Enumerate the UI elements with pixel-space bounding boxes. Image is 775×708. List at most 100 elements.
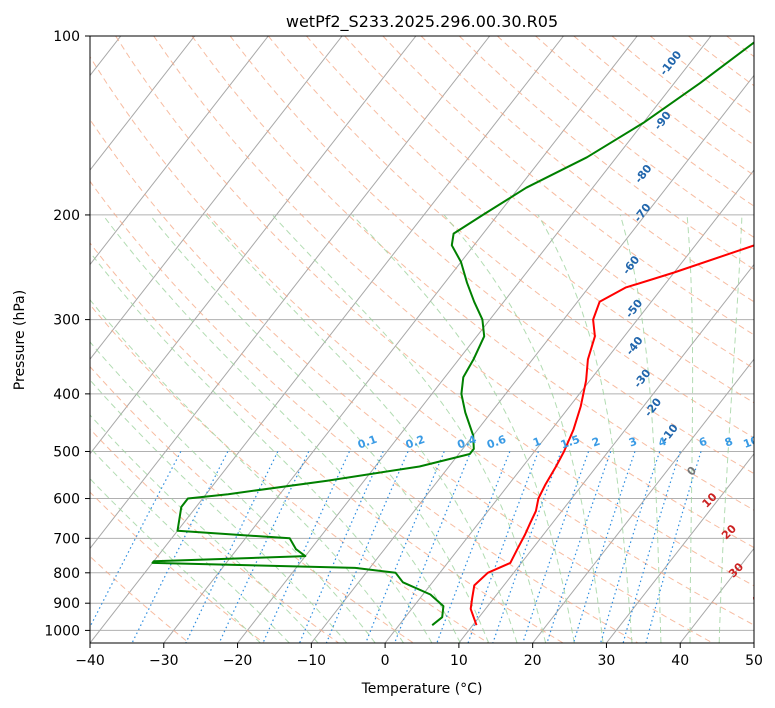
- isotherm-line: [753, 642, 754, 643]
- temperature-profile-line: [469, 244, 754, 626]
- moist-adiabat-line: [718, 214, 743, 643]
- mixing-ratio-label: 1.5: [559, 433, 582, 452]
- dry-adiabat-line: [90, 365, 414, 643]
- moist-adiabat-line: [443, 214, 604, 643]
- mixing-ratio-line: [131, 451, 229, 643]
- x-tick-label: 30: [598, 653, 616, 669]
- x-tick-label: 50: [745, 653, 763, 669]
- background-lines: [90, 36, 775, 643]
- isotherm-line: [90, 36, 269, 266]
- plot-frame: [89, 35, 755, 644]
- dry-adiabat-line: [90, 118, 713, 643]
- y-tick-label: 600: [53, 492, 80, 508]
- y-tick-label: 500: [53, 444, 80, 460]
- x-axis-label: Temperature (°C): [361, 681, 483, 697]
- y-tick-label: 100: [53, 29, 80, 45]
- mixing-ratio-label: 8: [723, 435, 735, 450]
- mixing-ratio-label: 6: [697, 435, 709, 450]
- mixing-ratio-label: 0.1: [356, 433, 379, 452]
- dry-adiabat-line: [306, 36, 754, 404]
- isotherm-line: [163, 36, 638, 643]
- mixing-ratio-label: 3: [627, 435, 639, 450]
- x-tick-label: −20: [223, 653, 253, 669]
- isotherm-line: [90, 36, 491, 550]
- dry-adiabat-line: [90, 55, 754, 626]
- isotherm-line: [458, 263, 754, 643]
- moist-adiabat-line: [205, 214, 518, 643]
- mixing-ratio-line: [522, 451, 590, 643]
- moist-adiabat-line: [90, 299, 404, 643]
- dry-adiabat-line: [90, 555, 190, 643]
- mixing-ratio-line: [90, 451, 182, 629]
- isotherm-line: [237, 36, 712, 643]
- mixing-ratio-label: 1: [531, 435, 543, 450]
- x-tick-label: 40: [671, 653, 689, 669]
- moist-adiabat-line: [90, 447, 290, 643]
- mixing-ratio-line: [394, 451, 472, 643]
- mixing-ratio-label: 10: [742, 433, 761, 451]
- y-tick-label: 1000: [44, 623, 80, 639]
- x-tick-label: −10: [297, 653, 327, 669]
- mixing-ratio-line: [467, 451, 539, 643]
- mixing-ratio-label: 0.4: [456, 433, 479, 452]
- isotherm-line: [532, 358, 754, 643]
- moist-adiabat-line: [272, 214, 547, 643]
- isotherm-line: [90, 36, 195, 171]
- y-tick-label: 700: [53, 531, 80, 547]
- dry-adiabat-line: [267, 36, 754, 439]
- moist-adiabat-line: [90, 414, 319, 643]
- x-tick-label: 0: [381, 653, 390, 669]
- chart-title: wetPf2_S233.2025.296.00.30.R05: [286, 12, 558, 32]
- moist-adiabat-line: [90, 341, 376, 643]
- mixing-ratio-label: 2: [590, 435, 602, 450]
- mixing-ratio-label: 0.6: [485, 433, 508, 452]
- dry-adiabat-line: [115, 36, 754, 587]
- y-tick-label: 900: [53, 596, 80, 612]
- mixing-ratio-line: [622, 451, 681, 643]
- mixing-ratio-line: [600, 451, 661, 643]
- mixing-ratio-label: 4: [657, 435, 669, 450]
- plot-background: [90, 36, 754, 643]
- dry-adiabat-line: [90, 491, 265, 643]
- isotherm-line: [606, 452, 754, 643]
- moist-adiabat-label: 40: [749, 588, 769, 608]
- dry-adiabat-line: [344, 36, 754, 370]
- dry-adiabat-line: [765, 36, 775, 643]
- moist-adiabat-line: [90, 477, 261, 643]
- mixing-ratio-line: [645, 451, 702, 643]
- moist-adiabat-line: [537, 214, 633, 643]
- mixing-ratio-line: [572, 451, 636, 643]
- moist-adiabat-line: [149, 214, 490, 643]
- mixing-ratio-line: [492, 451, 562, 643]
- dewpoint-profile-line: [151, 41, 754, 626]
- moist-adiabat-line: [351, 214, 575, 643]
- moist-adiabat-line: [102, 214, 461, 643]
- mixing-ratio-line: [218, 451, 310, 643]
- y-tick-label: 200: [53, 208, 80, 224]
- moist-adiabat-line: [619, 214, 662, 643]
- dry-adiabat-line: [90, 303, 489, 643]
- data-series: [151, 41, 754, 626]
- isotherm-line: [384, 169, 754, 643]
- x-tick-label: −30: [149, 653, 179, 669]
- y-axis-label: Pressure (hPa): [12, 290, 28, 390]
- y-tick-label: 400: [53, 387, 80, 403]
- isotherm-line: [90, 36, 417, 455]
- isotherm-line: [90, 36, 343, 361]
- dry-adiabat-line: [90, 428, 339, 643]
- mixing-ratio-label: 13: [767, 433, 775, 450]
- isotherm-line: [90, 36, 564, 643]
- moist-adiabat-line: [90, 251, 433, 643]
- x-tick-label: 10: [450, 653, 468, 669]
- dry-adiabat-line: [90, 242, 564, 643]
- mixing-ratio-line: [365, 451, 445, 643]
- mixing-ratio-label: 0.2: [404, 433, 427, 452]
- dry-adiabat-line: [229, 36, 754, 475]
- y-tick-label: 300: [53, 313, 80, 329]
- x-tick-label: 20: [524, 653, 542, 669]
- y-tick-label: 800: [53, 566, 80, 582]
- x-tick-label: −40: [75, 653, 105, 669]
- mixing-ratio-line: [546, 451, 612, 643]
